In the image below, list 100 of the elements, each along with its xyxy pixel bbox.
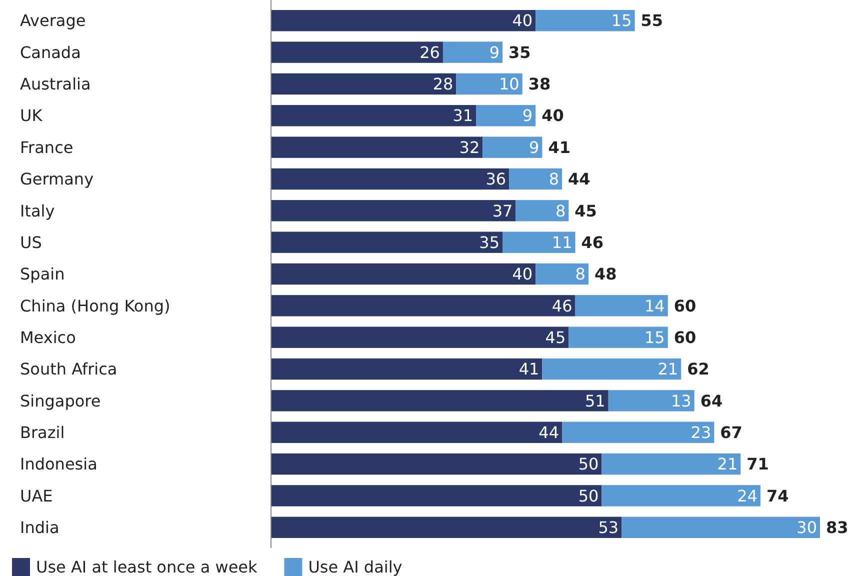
data-label: 46 (552, 296, 572, 316)
total-label: 38 (528, 74, 551, 94)
data-label: 37 (492, 201, 513, 220)
data-label: 10 (498, 74, 520, 94)
bar (271, 516, 622, 538)
bar (536, 263, 588, 285)
bar (602, 485, 760, 506)
y-tick-label: Canada (20, 42, 81, 62)
bar (271, 263, 536, 285)
data-label: 41 (518, 360, 540, 379)
bar (271, 10, 536, 32)
bar (271, 453, 602, 475)
bar (575, 295, 668, 316)
data-label: 36 (486, 170, 506, 189)
y-tick-label: Italy (20, 201, 55, 220)
data-label: 40 (512, 11, 533, 30)
y-tick-label: Singapore (20, 391, 101, 410)
y-tick-label: Australia (20, 74, 91, 94)
bar (271, 485, 602, 506)
data-label: 31 (452, 106, 474, 126)
data-label: 9 (522, 106, 533, 126)
bar (568, 326, 668, 348)
data-label: 11 (552, 232, 572, 252)
data-label: 40 (512, 264, 533, 284)
data-label: 9 (489, 42, 500, 62)
bar (271, 422, 562, 443)
total-label: 44 (568, 170, 590, 189)
y-tick-label: China (Hong Kong) (20, 296, 170, 316)
data-label: 21 (658, 360, 678, 379)
total-label: 74 (766, 486, 789, 506)
data-label: 24 (737, 486, 758, 506)
data-label: 15 (644, 328, 665, 347)
total-label: 55 (640, 11, 664, 30)
bar (622, 516, 820, 538)
data-label: 28 (432, 74, 454, 94)
data-label: 8 (548, 170, 560, 189)
bar (536, 10, 635, 32)
bar (271, 168, 510, 190)
data-label: 44 (538, 422, 560, 442)
bar (271, 73, 456, 95)
data-label: 8 (575, 264, 586, 284)
bar (271, 358, 542, 380)
y-tick-label: India (20, 518, 60, 537)
bar (456, 73, 522, 95)
total-label: 41 (548, 138, 570, 157)
y-tick-label: South Africa (20, 360, 118, 379)
total-label: 45 (574, 201, 597, 220)
bar (542, 358, 682, 380)
bar (602, 453, 741, 475)
y-tick-label: Average (20, 11, 86, 30)
data-label: 8 (555, 201, 566, 220)
bar (502, 232, 576, 253)
y-tick-label: Spain (20, 264, 65, 284)
bar (562, 422, 714, 443)
total-label: 83 (826, 518, 848, 537)
bar (271, 136, 483, 158)
bar (271, 326, 569, 348)
bar (482, 136, 542, 158)
data-label: 15 (611, 11, 632, 30)
data-label: 21 (717, 454, 738, 474)
bar (516, 200, 569, 222)
y-tick-label: Mexico (20, 328, 76, 347)
total-label: 62 (687, 360, 710, 379)
bar (271, 295, 576, 316)
bar (271, 42, 443, 63)
total-label: 67 (720, 422, 742, 442)
bar (608, 390, 694, 412)
total-label: 40 (542, 106, 564, 126)
y-tick-label: France (20, 138, 74, 157)
legend-label: Use AI at least once a week (36, 558, 258, 576)
bar (271, 390, 608, 412)
data-label: 26 (420, 42, 440, 62)
bar (271, 105, 476, 126)
data-label: 45 (545, 328, 566, 347)
data-label: 51 (584, 391, 606, 410)
bar (271, 200, 516, 222)
data-label: 32 (459, 138, 480, 157)
bar (476, 105, 536, 126)
data-label: 50 (578, 486, 599, 506)
data-label: 30 (796, 518, 817, 537)
bar (271, 232, 503, 253)
bar (509, 168, 562, 190)
y-tick-label: Germany (20, 170, 94, 189)
total-label: 60 (674, 296, 696, 316)
y-tick-label: US (20, 232, 42, 252)
y-tick-label: Indonesia (20, 454, 98, 474)
data-label: 23 (690, 422, 712, 442)
total-label: 46 (581, 232, 604, 252)
data-label: 35 (479, 232, 500, 252)
y-tick-label: UAE (20, 486, 53, 506)
data-label: 50 (578, 454, 599, 474)
data-label: 9 (529, 138, 540, 157)
y-tick-label: UK (20, 106, 43, 126)
total-label: 60 (674, 328, 696, 347)
y-tick-label: Brazil (20, 422, 65, 442)
data-label: 53 (598, 518, 619, 537)
total-label: 71 (746, 454, 769, 474)
data-label: 14 (644, 296, 665, 316)
data-label: 13 (670, 391, 692, 410)
total-label: 64 (700, 391, 723, 410)
